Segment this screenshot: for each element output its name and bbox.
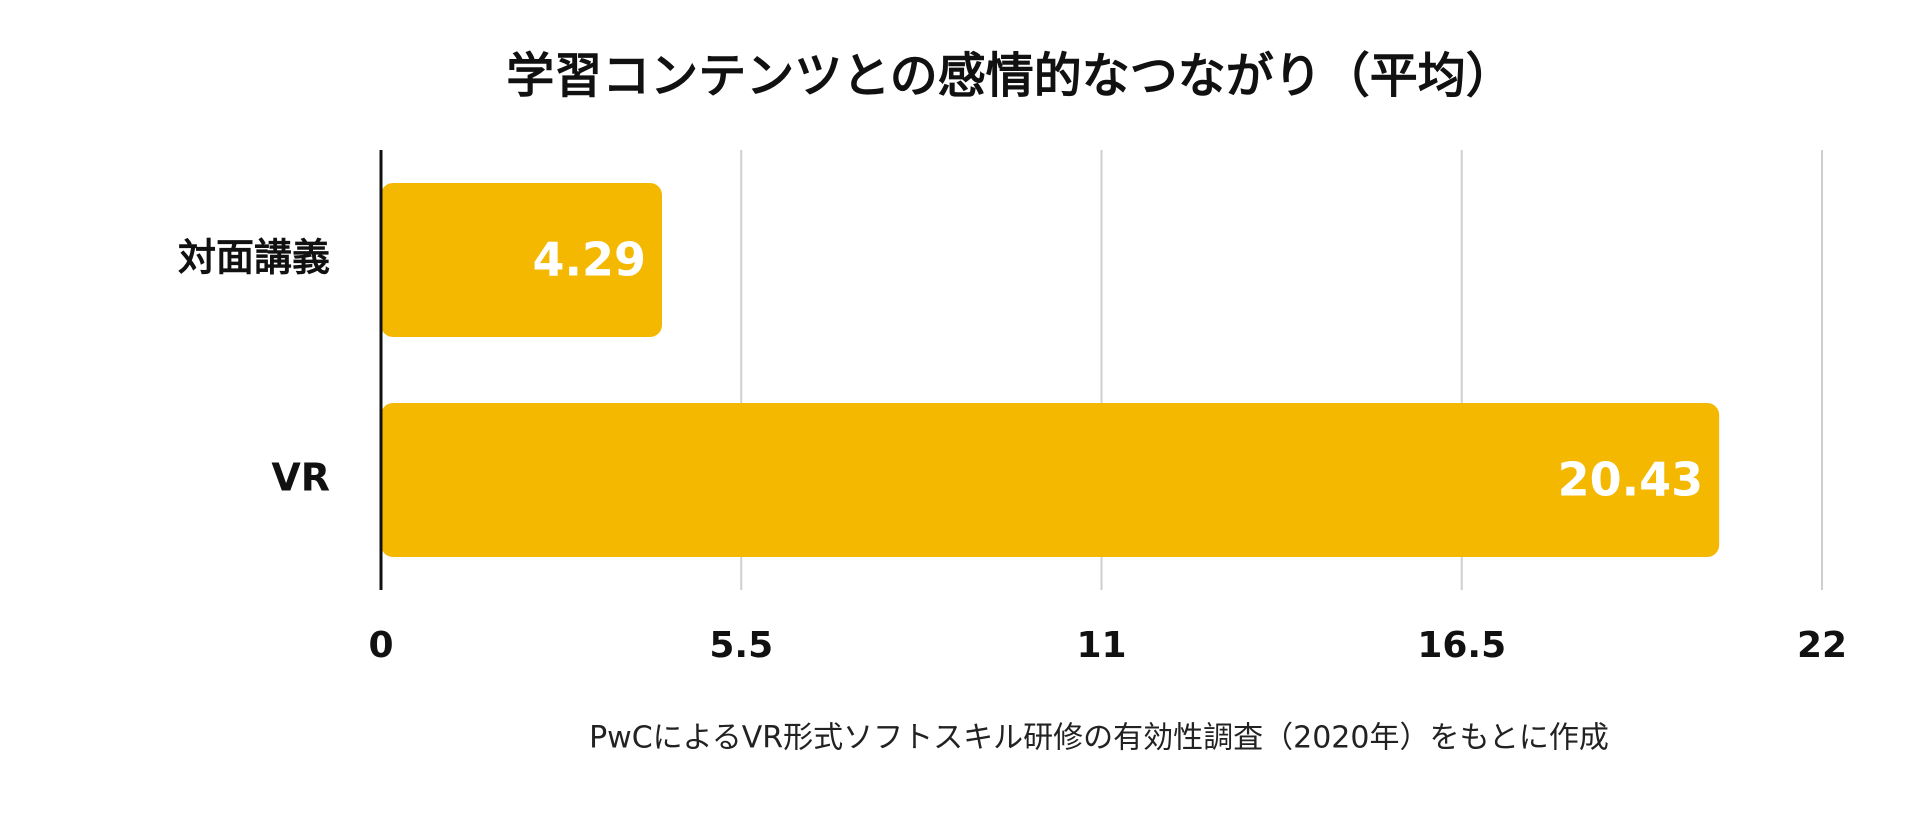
source-note: PwCによるVR形式ソフトスキル研修の有効性調査（2020年）をもとに作成	[589, 721, 1609, 756]
y-tick-label: VR	[271, 456, 330, 500]
x-tick-label: 5.5	[709, 625, 773, 666]
bar	[381, 403, 1720, 557]
chart-title: 学習コンテンツとの感情的なつながり（平均）	[506, 48, 1514, 104]
y-tick-label: 対面講義	[178, 236, 330, 280]
x-tick-label: 11	[1076, 625, 1126, 666]
value-label: 20.43	[1558, 453, 1704, 507]
bar	[381, 183, 662, 337]
x-tick-label: 0	[368, 625, 393, 666]
x-tick-label: 22	[1797, 625, 1847, 666]
x-tick-label: 16.5	[1417, 625, 1506, 666]
value-label: 4.29	[532, 233, 646, 287]
